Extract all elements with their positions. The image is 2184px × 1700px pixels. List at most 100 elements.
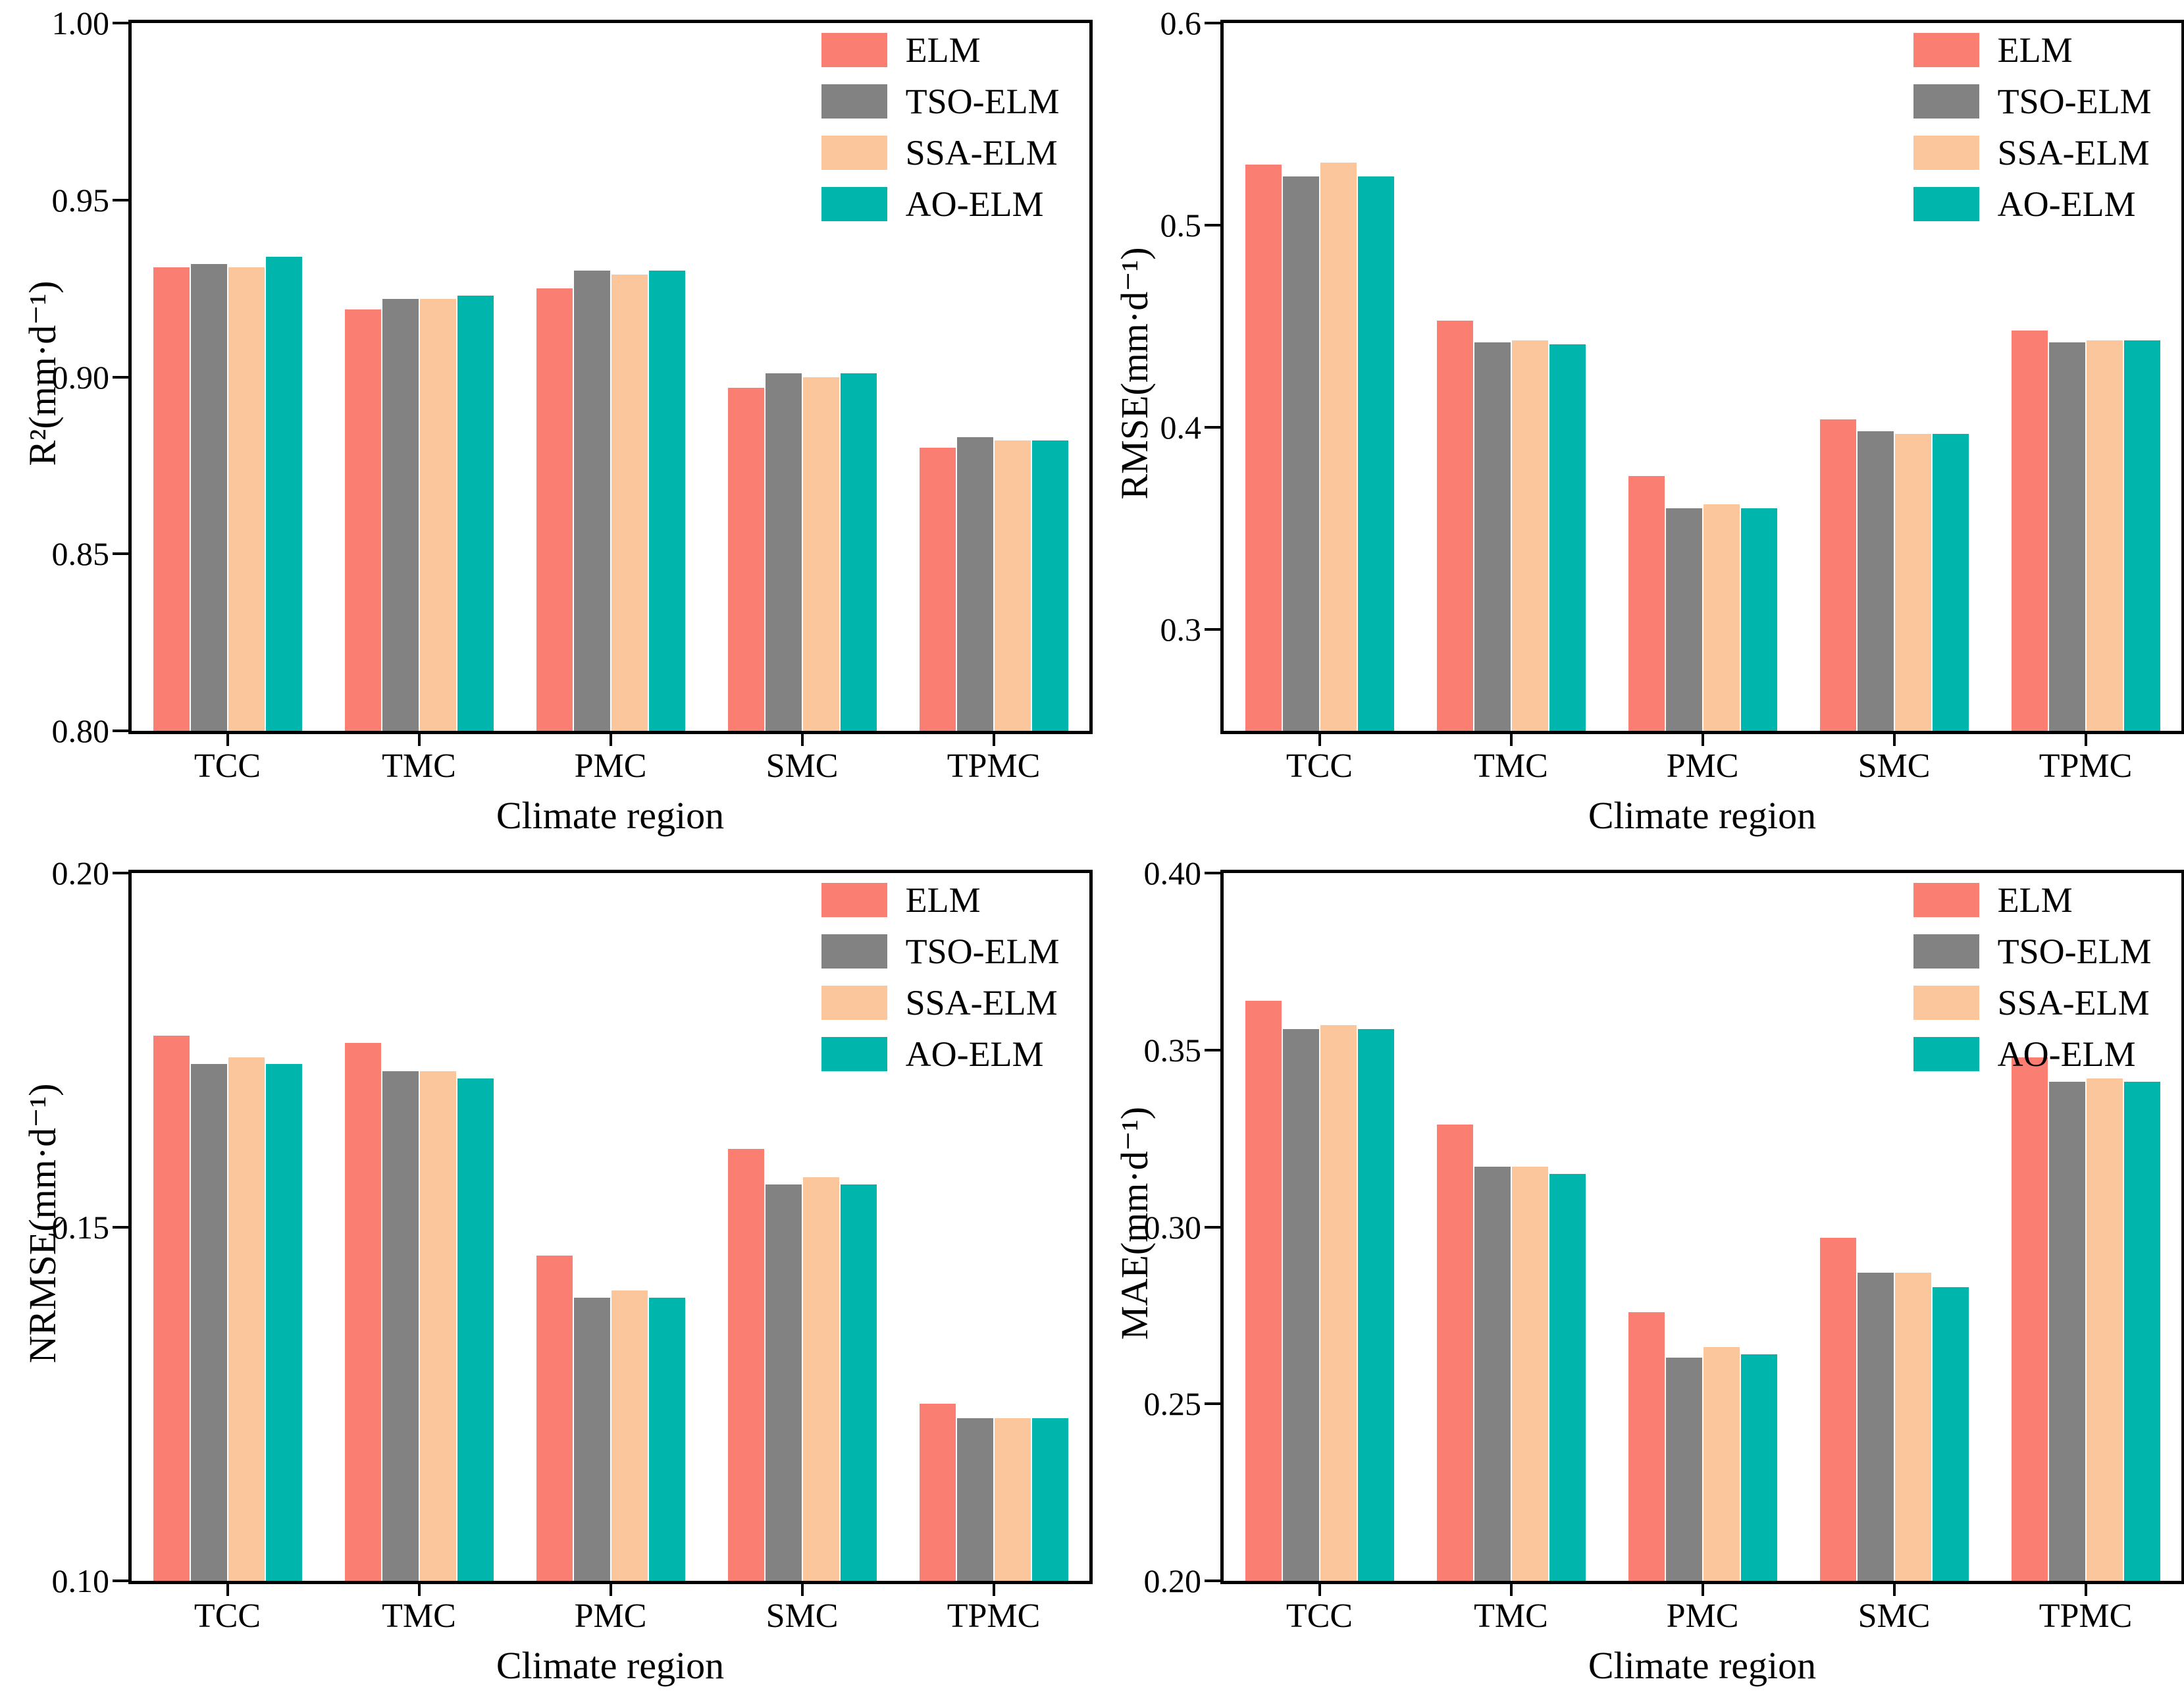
y-tick-mark [1205,1225,1220,1229]
x-tick-mark [992,1584,995,1596]
x-tick-mark [992,734,995,746]
bar-ssa-elm-pmc [611,274,648,731]
ssa-elm-legend-swatch [821,136,887,170]
y-tick-label: 0.90 [51,358,110,396]
y-tick-mark [113,552,128,556]
chart-nrmse: NRMSE(mm·d⁻¹) 0.20 0.15 0.10 TCC TMC PMC SMC TP… [0,850,1093,1700]
bar-ao-elm-pmc [648,1298,685,1581]
y-tick-label: 0.3 [1160,611,1202,649]
x-tick-label: TCC [194,747,261,785]
bar-ssa-elm-pmc [611,1290,648,1581]
bar-tso-elm-tmc [1474,1167,1511,1581]
bar-ao-elm-tmc [1549,1173,1586,1581]
legend: ELM TSO-ELM SSA-ELM AO-ELM [821,882,1060,1088]
bar-elm-smc [727,1149,764,1581]
x-tick-mark [417,1584,421,1596]
x-tick-mark [1892,734,1896,746]
legend-item: ELM [821,882,1060,918]
y-tick-label: 0.20 [51,855,110,891]
y-tick-label: 0.20 [1143,1562,1202,1599]
bar-ao-elm-tpmc [1031,1418,1068,1581]
y-tick-label: 0.10 [51,1562,110,1599]
bar-ssa-elm-tpmc [994,1418,1031,1581]
x-tick-label: TMC [382,747,456,785]
tso-elm-legend-swatch [1913,84,1979,119]
x-tick-mark [609,1584,612,1596]
bar-ssa-elm-smc [802,1177,839,1581]
x-tick-mark [609,734,612,746]
x-tick-label: PMC [574,1597,647,1635]
y-tick-mark [1205,628,1220,631]
y-tick-label: 0.6 [1160,5,1202,41]
x-tick-mark [1509,1584,1513,1596]
bar-tso-elm-tpmc [2048,342,2085,731]
bar-ao-elm-tpmc [2123,1082,2160,1581]
bar-elm-smc [727,387,764,731]
y-tick-label: 0.25 [1143,1385,1202,1423]
legend-label: SSA-ELM [905,983,1058,1023]
legend-item: AO-ELM [821,186,1060,222]
bar-elm-tpmc [2011,330,2048,731]
bar-ao-elm-smc [1932,433,1969,731]
bar-elm-pmc [536,1255,573,1581]
legend-label: ELM [1997,30,2073,70]
x-tick-mark [226,734,229,746]
y-tick-mark [113,730,128,732]
elm-legend-swatch [821,33,887,67]
tso-elm-legend-swatch [1913,934,1979,969]
bar-elm-tpmc [919,448,956,731]
bar-tso-elm-tpmc [2048,1082,2085,1581]
bar-tso-elm-pmc [1665,1358,1702,1581]
y-tick-mark [113,1580,128,1582]
bar-tso-elm-smc [1857,431,1894,731]
y-tick-mark [1205,426,1220,429]
bar-tso-elm-tcc [1282,176,1319,731]
bar-tso-elm-tmc [382,1071,419,1581]
x-tick-label: TMC [1474,747,1548,785]
bar-ao-elm-tmc [1549,344,1586,731]
x-tick-mark [2084,1584,2087,1596]
x-tick-label: TCC [1286,1597,1353,1635]
bar-elm-pmc [1628,476,1665,731]
bar-elm-tmc [1436,1124,1473,1581]
bar-ssa-elm-smc [1894,433,1931,731]
bar-tso-elm-pmc [573,271,610,731]
ao-elm-legend-swatch [1913,187,1979,221]
bar-ssa-elm-smc [1894,1273,1931,1581]
y-tick-label: 0.15 [51,1208,110,1246]
x-tick-mark [1318,1584,1321,1596]
x-tick-mark [2084,734,2087,746]
x-tick-label: TPMC [947,747,1041,785]
x-tick-label: TCC [194,1597,261,1635]
x-tick-label: TMC [382,1597,456,1635]
x-tick-mark [1318,734,1321,746]
bar-ao-elm-tmc [457,1078,494,1581]
bar-elm-smc [1819,1237,1856,1581]
legend-item: SSA-ELM [821,135,1060,171]
legend-label: AO-ELM [1997,1034,2136,1074]
y-tick-mark [113,198,128,201]
x-axis-title: Climate region [1588,1644,1817,1687]
x-tick-label: SMC [1858,747,1931,785]
plot-area-rmse: 0.6 0.5 0.4 0.3 TCC TMC PMC SMC TPMC ELM TSO-ELM SS… [1160,7,2184,784]
bar-ssa-elm-smc [802,377,839,731]
x-tick-label: TCC [1286,747,1353,785]
y-tick-mark [113,22,128,24]
bar-elm-tcc [153,1036,190,1581]
legend-label: AO-ELM [905,184,1044,224]
legend-item: TSO-ELM [821,934,1060,969]
y-tick-mark [113,375,128,379]
elm-legend-swatch [1913,33,1979,67]
plot-area-r2: 1.00 0.95 0.90 0.85 0.80 TCC TMC PMC SMC TPMC ELM T… [52,7,1093,784]
bar-elm-tcc [1245,1000,1282,1581]
bar-ssa-elm-tmc [1511,340,1548,731]
legend-label: ELM [905,30,981,70]
bar-elm-tcc [153,267,190,731]
bar-elm-tpmc [2011,1057,2048,1581]
legend-item: SSA-ELM [1913,135,2152,171]
legend-item: AO-ELM [1913,1036,2152,1072]
y-tick-mark [1205,1048,1220,1051]
y-tick-label: 1.00 [51,5,110,41]
bar-tso-elm-pmc [1665,508,1702,731]
